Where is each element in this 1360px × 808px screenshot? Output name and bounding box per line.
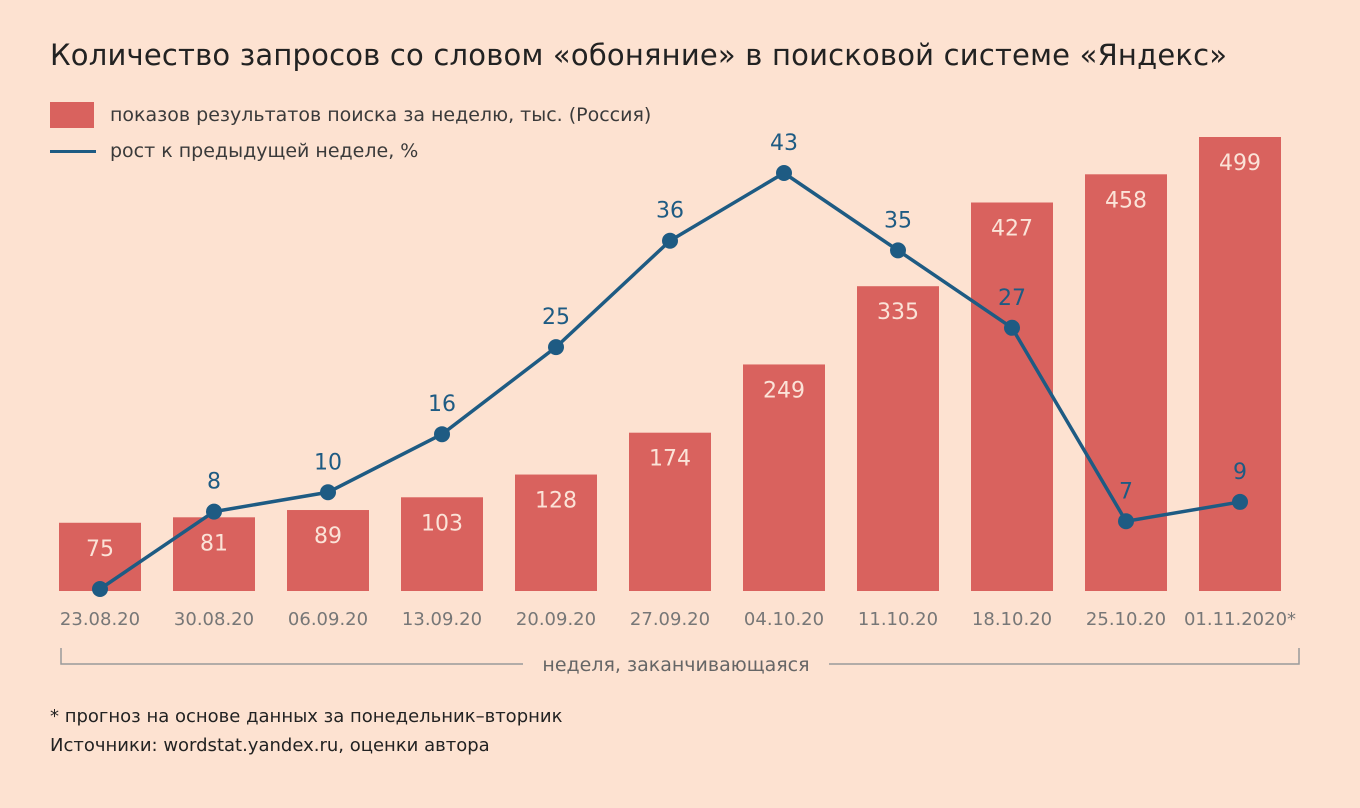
bar-value-label: 427 [991,217,1033,242]
growth-value-label: 8 [207,470,221,495]
legend-item-bars: показов результатов поиска за неделю, ты… [50,101,651,129]
x-tick-label: 30.08.20 [174,609,254,630]
bar-value-label: 335 [877,300,919,325]
legend-bar-swatch [50,102,94,128]
legend-label-bars: показов результатов поиска за неделю, ты… [110,104,652,126]
growth-point [206,503,222,520]
legend-item-line: рост к предыдущей неделе, % [50,137,418,165]
x-tick-label: 13.09.20 [402,609,482,630]
growth-value-label: 27 [998,286,1026,311]
growth-point [1232,493,1248,510]
bar-20.09.20 [515,474,597,591]
growth-point [92,581,108,597]
growth-point [548,339,564,356]
x-tick-label: 01.11.2020* [1184,609,1296,630]
axis-bracket-left [60,648,523,665]
growth-point [1118,513,1134,530]
chart-title: Количество запросов со словом «обоняние»… [50,38,1228,72]
growth-value-label: 25 [542,305,570,330]
bar-18.10.20 [971,202,1053,591]
growth-point [434,426,450,443]
growth-value-label: 36 [656,199,684,224]
bar-value-label: 174 [649,447,691,472]
bar-04.10.20 [743,364,825,591]
x-tick-label: 27.09.20 [630,609,710,630]
axis-bracket-right [829,648,1300,665]
growth-value-label: 35 [884,208,912,233]
x-tick-label: 20.09.20 [516,609,596,630]
growth-value-label: 16 [428,392,456,417]
bar-06.09.20 [287,510,369,591]
bar-value-label: 103 [421,511,463,536]
x-tick-label: 25.10.20 [1086,609,1166,630]
bar-01.11.2020* [1199,137,1281,591]
bar-value-label: 81 [200,531,228,556]
x-tick-label: 11.10.20 [858,609,938,630]
growth-value-label: 10 [314,450,342,475]
bar-value-label: 458 [1105,188,1147,213]
sources-footnote: Источники: wordstat.yandex.ru, оценки ав… [50,735,490,756]
x-tick-label: 06.09.20 [288,609,368,630]
growth-point [890,242,906,259]
legend-label-line: рост к предыдущей неделе, % [110,140,419,162]
legend-line-swatch [50,149,96,153]
bar-13.09.20 [401,497,483,591]
bar-23.08.20 [59,522,141,591]
forecast-footnote: * прогноз на основе данных за понедельни… [50,706,563,727]
growth-value-label: 9 [1233,460,1247,485]
growth-point [662,232,678,249]
growth-point [776,165,792,181]
growth-value-label: 43 [770,131,798,156]
growth-point [320,484,336,501]
x-axis-label: неделя, заканчивающаяся [542,654,809,676]
bar-11.10.20 [857,286,939,591]
bar-value-label: 89 [314,524,342,549]
bar-value-label: 249 [763,378,805,403]
x-tick-label: 23.08.20 [60,609,140,630]
growth-value-label: 7 [1119,479,1133,504]
bar-value-label: 75 [86,537,114,562]
bar-value-label: 128 [535,489,577,514]
bar-value-label: 499 [1219,151,1261,176]
x-tick-label: 18.10.20 [972,609,1052,630]
bar-27.09.20 [629,432,711,591]
growth-point [1004,319,1020,336]
x-tick-label: 04.10.20 [744,609,824,630]
